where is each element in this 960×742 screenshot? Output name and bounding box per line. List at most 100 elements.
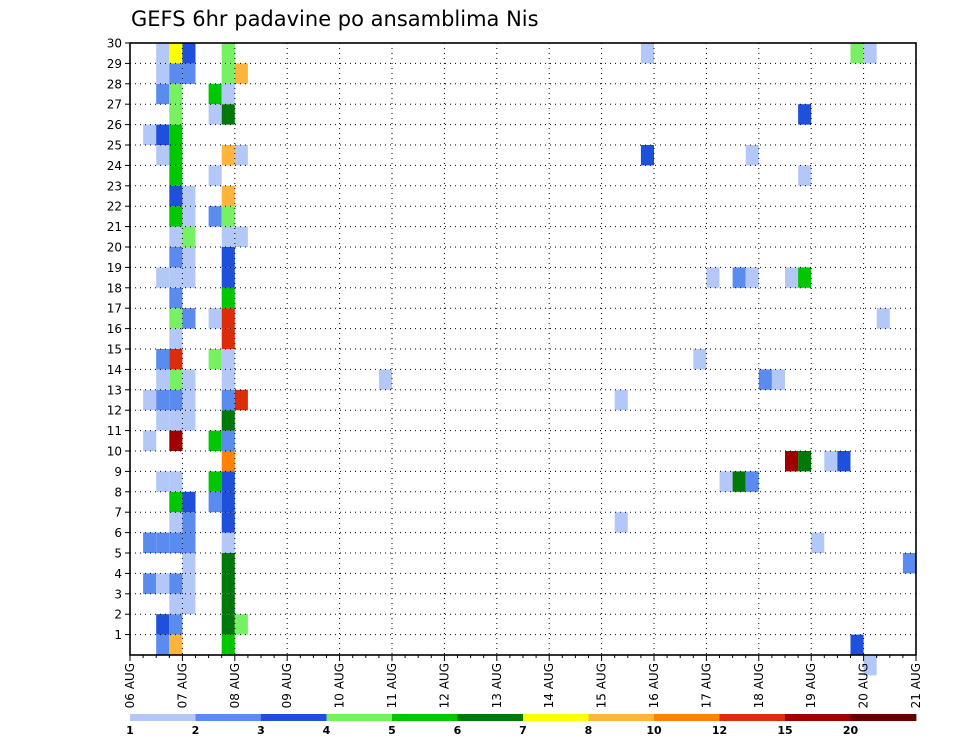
heatmap-cell	[798, 165, 812, 186]
heatmap-cell	[182, 553, 196, 574]
x-tick-label: 19 AUG	[804, 663, 818, 708]
heatmap-cell	[221, 451, 235, 472]
colorbar-swatch	[326, 714, 393, 721]
colorbar-label: 20	[843, 724, 859, 737]
heatmap-cell	[798, 451, 812, 472]
heatmap-cell	[221, 185, 235, 207]
heatmap-cell	[378, 369, 392, 390]
heatmap-cell	[221, 145, 235, 166]
heatmap-cell	[863, 43, 877, 64]
colorbar-label: 10	[646, 724, 662, 737]
heatmap-cell	[169, 634, 183, 655]
heatmap-cell	[169, 145, 183, 166]
colorbar-swatch	[850, 714, 917, 721]
heatmap-cell	[156, 389, 170, 411]
x-tick-label: 09 AUG	[280, 663, 294, 708]
heatmap-cell	[208, 83, 222, 105]
heatmap-cell	[614, 389, 628, 411]
y-tick-label: 17	[107, 302, 122, 316]
y-tick-label: 26	[107, 118, 122, 132]
y-tick-label: 5	[114, 547, 122, 561]
y-tick-label: 19	[107, 261, 122, 275]
heatmap-cell	[156, 532, 170, 553]
heatmap-cell	[182, 226, 196, 247]
heatmap-cell	[221, 328, 235, 349]
heatmap-cell	[156, 83, 170, 105]
heatmap-cell	[785, 267, 799, 288]
heatmap-cell	[169, 512, 183, 533]
y-tick-label: 18	[107, 281, 122, 295]
heatmap-cell	[221, 491, 235, 513]
heatmap-cell	[143, 532, 157, 553]
heatmap-cell	[208, 104, 222, 125]
heatmap-cell	[221, 614, 235, 635]
heatmap-cell	[182, 206, 196, 227]
heatmap-cell	[221, 206, 235, 227]
x-tick-label: 20 AUG	[857, 663, 871, 708]
y-tick-label: 20	[107, 241, 122, 255]
heatmap-cell	[221, 226, 235, 247]
heatmap-cell	[169, 308, 183, 329]
heatmap-cell	[156, 471, 170, 492]
heatmap-cell	[640, 43, 654, 64]
heatmap-cell	[837, 451, 851, 472]
heatmap-cell	[234, 389, 248, 411]
heatmap-cell	[221, 389, 235, 411]
heatmap-cell	[156, 145, 170, 166]
heatmap-cell	[156, 369, 170, 390]
heatmap-cell	[143, 389, 157, 411]
x-tick-label: 16 AUG	[647, 663, 661, 708]
y-tick-label: 21	[107, 220, 122, 234]
heatmap-cell	[169, 410, 183, 431]
y-tick-label: 9	[114, 465, 122, 479]
heatmap-cells	[143, 43, 916, 676]
x-tick-label: 11 AUG	[385, 663, 399, 708]
heatmap-cell	[169, 593, 183, 615]
heatmap-cell	[169, 226, 183, 247]
heatmap-cell	[745, 145, 759, 166]
heatmap-cell	[169, 104, 183, 125]
y-axis: 1234567891011121314151617181920212223242…	[107, 37, 130, 642]
heatmap-cell	[902, 553, 916, 574]
heatmap-cell	[169, 247, 183, 268]
colorbar-label: 5	[388, 724, 396, 737]
colorbar-swatch	[523, 714, 589, 721]
heatmap-cell	[169, 124, 183, 145]
heatmap-cell	[169, 328, 183, 349]
heatmap-cell	[156, 267, 170, 288]
heatmap-cell	[208, 349, 222, 370]
heatmap-cell	[182, 491, 196, 513]
x-tick-label: 07 AUG	[175, 663, 189, 708]
y-tick-label: 13	[107, 383, 122, 397]
x-tick-label: 15 AUG	[595, 663, 609, 708]
heatmap-cell	[169, 63, 183, 84]
y-tick-label: 15	[107, 343, 122, 357]
heatmap-cell	[221, 553, 235, 574]
heatmap-cell	[208, 430, 222, 451]
heatmap-cell	[745, 267, 759, 288]
colorbar: 1 2 3 4 5 6 7 8 10 12 15 20	[126, 714, 917, 737]
heatmap-cell	[143, 573, 157, 594]
y-tick-label: 1	[114, 628, 122, 642]
heatmap-cell	[182, 512, 196, 533]
heatmap-cell	[221, 573, 235, 594]
heatmap-cell	[182, 267, 196, 288]
heatmap-cell	[221, 43, 235, 64]
heatmap-cell	[221, 287, 235, 309]
y-tick-label: 7	[114, 506, 122, 520]
heatmap-cell	[221, 369, 235, 390]
x-tick-label: 14 AUG	[542, 663, 556, 708]
y-tick-label: 12	[107, 404, 122, 418]
plot-frame	[129, 42, 917, 656]
heatmap-cell	[221, 349, 235, 370]
y-tick-label: 28	[107, 77, 122, 91]
chart-title: GEFS 6hr padavine po ansamblima Nis	[131, 7, 539, 31]
heatmap-cell	[169, 532, 183, 553]
heatmap-cell	[182, 593, 196, 615]
x-tick-label: 08 AUG	[228, 663, 242, 708]
heatmap-cell	[169, 206, 183, 227]
heatmap-cell	[156, 573, 170, 594]
y-tick-label: 23	[107, 179, 122, 193]
heatmap-cell	[169, 369, 183, 390]
heatmap-cell	[221, 63, 235, 84]
